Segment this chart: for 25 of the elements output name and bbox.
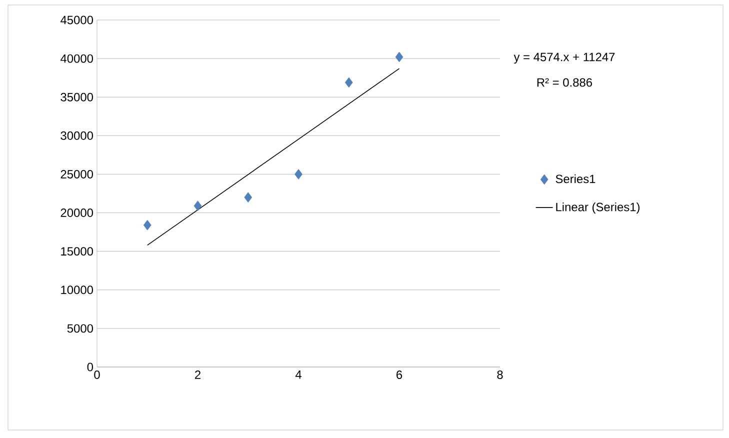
y-tick-label: 15000	[61, 247, 94, 256]
y-tick-label: 0	[87, 362, 94, 372]
x-tick-label: 2	[195, 370, 200, 379]
point	[344, 77, 353, 88]
point	[194, 200, 202, 212]
point	[294, 169, 302, 180]
x-tick-label: 8	[497, 370, 503, 379]
legend-label: Linear (Series1)	[556, 202, 640, 214]
point	[395, 52, 404, 62]
x-tick-label: 6	[396, 370, 402, 379]
text: R² = 0.886	[537, 78, 592, 87]
y-tick-label: 35000	[60, 92, 94, 102]
point	[143, 220, 152, 230]
point	[244, 192, 252, 203]
y-tick-label: 45000	[60, 16, 94, 24]
text: y = 4574.x + 11247	[514, 52, 615, 64]
y-tick-label: 40000	[60, 54, 94, 63]
y-tick-label: 5000	[67, 324, 94, 333]
y-tick-label: 30000	[60, 131, 94, 140]
legend-label: Series1	[556, 174, 596, 184]
x-tick-label: 4	[295, 370, 302, 379]
y-tick-label: 10000	[61, 286, 94, 294]
y-tick-label: 25000	[60, 170, 94, 178]
y-tick-label: 20000	[60, 208, 94, 217]
x-tick-label: 0	[94, 370, 100, 379]
